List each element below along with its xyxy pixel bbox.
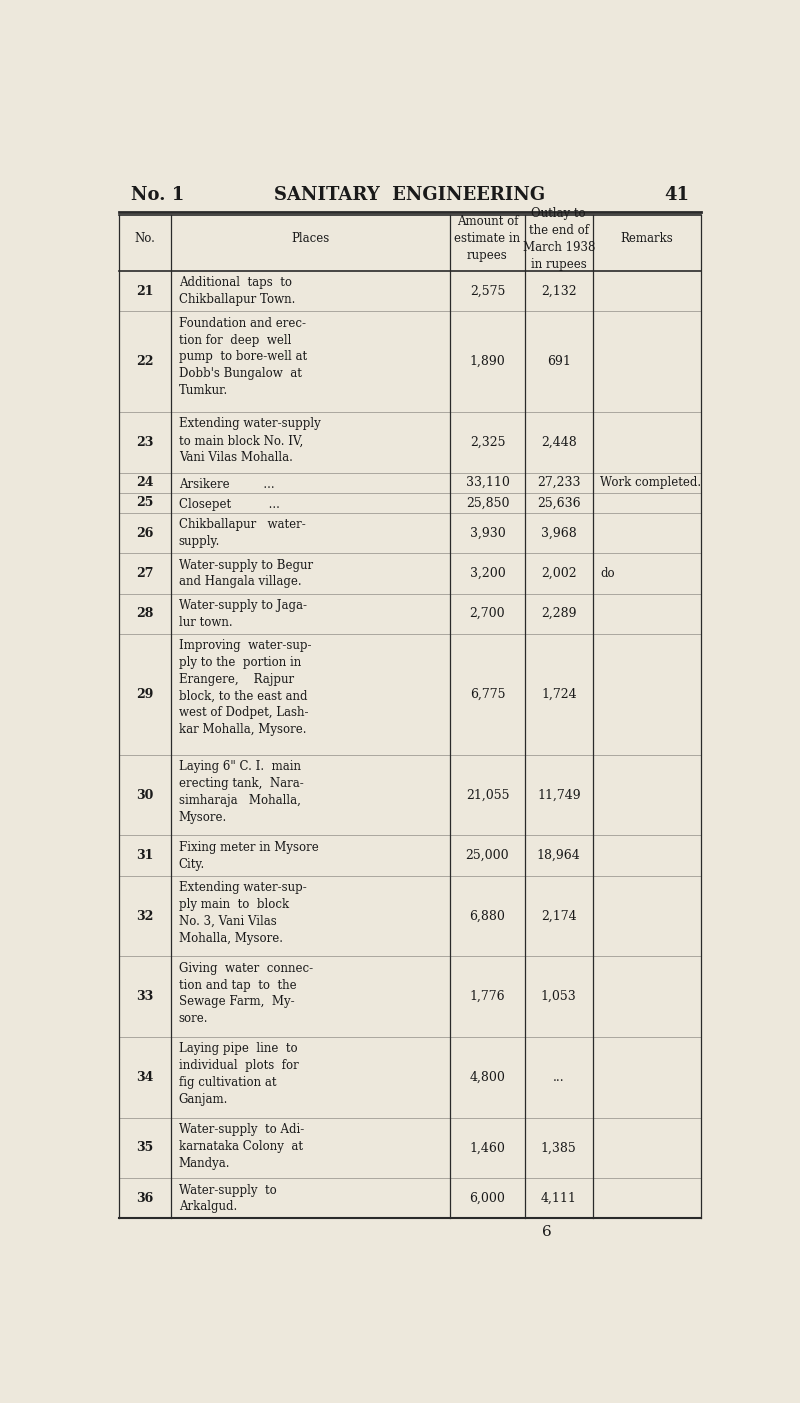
Text: Places: Places bbox=[292, 231, 330, 246]
Text: 2,174: 2,174 bbox=[541, 909, 577, 923]
Text: 23: 23 bbox=[136, 436, 154, 449]
Text: Extending water-sup-
ply main  to  block
No. 3, Vani Vilas
Mohalla, Mysore.: Extending water-sup- ply main to block N… bbox=[178, 881, 306, 944]
Text: 3,930: 3,930 bbox=[470, 526, 506, 540]
Text: 2,289: 2,289 bbox=[541, 607, 577, 620]
Text: 1,724: 1,724 bbox=[541, 687, 577, 702]
Text: Work completed.: Work completed. bbox=[600, 476, 702, 490]
Text: Remarks: Remarks bbox=[621, 231, 674, 246]
Text: 3,200: 3,200 bbox=[470, 567, 506, 579]
Text: Fixing meter in Mysore
City.: Fixing meter in Mysore City. bbox=[178, 840, 318, 871]
Text: 1,776: 1,776 bbox=[470, 991, 506, 1003]
Text: 6,880: 6,880 bbox=[470, 909, 506, 923]
Text: No. 1: No. 1 bbox=[131, 187, 184, 205]
Text: 33: 33 bbox=[136, 991, 154, 1003]
Text: Extending water-supply
to main block No. IV,
Vani Vilas Mohalla.: Extending water-supply to main block No.… bbox=[178, 418, 321, 464]
Text: 11,749: 11,749 bbox=[537, 788, 581, 801]
Text: Additional  taps  to
Chikballapur Town.: Additional taps to Chikballapur Town. bbox=[178, 276, 295, 306]
Text: Closepet          ...: Closepet ... bbox=[178, 498, 280, 511]
Text: No.: No. bbox=[134, 231, 155, 246]
Text: Outlay to
the end of
March 1938
in rupees: Outlay to the end of March 1938 in rupee… bbox=[522, 206, 595, 271]
Text: 1,460: 1,460 bbox=[470, 1142, 506, 1155]
Text: 6,000: 6,000 bbox=[470, 1191, 506, 1205]
Text: Amount of
estimate in
rupees: Amount of estimate in rupees bbox=[454, 215, 521, 262]
Text: 2,132: 2,132 bbox=[541, 285, 577, 297]
Text: do: do bbox=[600, 567, 615, 579]
Text: ...: ... bbox=[553, 1070, 565, 1083]
Text: 3,968: 3,968 bbox=[541, 526, 577, 540]
Text: 1,053: 1,053 bbox=[541, 991, 577, 1003]
Text: 32: 32 bbox=[136, 909, 154, 923]
Text: 2,700: 2,700 bbox=[470, 607, 506, 620]
Text: Improving  water-sup-
ply to the  portion in
Erangere,    Rajpur
block, to the e: Improving water-sup- ply to the portion … bbox=[178, 640, 311, 737]
Text: 24: 24 bbox=[136, 476, 154, 490]
Text: Chikballapur   water-
supply.: Chikballapur water- supply. bbox=[178, 518, 306, 549]
Text: 36: 36 bbox=[136, 1191, 154, 1205]
Text: Water-supply to Begur
and Hangala village.: Water-supply to Begur and Hangala villag… bbox=[178, 558, 313, 588]
Text: 1,890: 1,890 bbox=[470, 355, 506, 368]
Text: Water-supply  to Adi-
karnataka Colony  at
Mandya.: Water-supply to Adi- karnataka Colony at… bbox=[178, 1122, 304, 1170]
Text: 4,111: 4,111 bbox=[541, 1191, 577, 1205]
Text: 21,055: 21,055 bbox=[466, 788, 510, 801]
Text: Laying 6" C. I.  main
erecting tank,  Nara-
simharaja   Mohalla,
Mysore.: Laying 6" C. I. main erecting tank, Nara… bbox=[178, 760, 303, 824]
Text: 2,002: 2,002 bbox=[541, 567, 577, 579]
Text: 2,575: 2,575 bbox=[470, 285, 505, 297]
Text: 21: 21 bbox=[136, 285, 154, 297]
Text: 34: 34 bbox=[136, 1070, 154, 1083]
Text: Foundation and erec-
tion for  deep  well
pump  to bore-well at
Dobb's Bungalow : Foundation and erec- tion for deep well … bbox=[178, 317, 307, 397]
Text: 30: 30 bbox=[136, 788, 154, 801]
Text: Laying pipe  line  to
individual  plots  for
fig cultivation at
Ganjam.: Laying pipe line to individual plots for… bbox=[178, 1042, 298, 1106]
Text: Arsikere         ...: Arsikere ... bbox=[178, 478, 274, 491]
Text: 35: 35 bbox=[136, 1142, 154, 1155]
Text: 28: 28 bbox=[136, 607, 154, 620]
Text: 29: 29 bbox=[136, 687, 154, 702]
Text: 25,000: 25,000 bbox=[466, 849, 510, 861]
Text: 25,636: 25,636 bbox=[537, 497, 581, 509]
Text: 27,233: 27,233 bbox=[537, 476, 581, 490]
Text: 41: 41 bbox=[664, 187, 689, 205]
Text: 4,800: 4,800 bbox=[470, 1070, 506, 1083]
Text: 22: 22 bbox=[136, 355, 154, 368]
Text: 6,775: 6,775 bbox=[470, 687, 506, 702]
Text: 18,964: 18,964 bbox=[537, 849, 581, 861]
Text: 31: 31 bbox=[136, 849, 154, 861]
Text: Water-supply to Jaga-
lur town.: Water-supply to Jaga- lur town. bbox=[178, 599, 306, 629]
Text: 1,385: 1,385 bbox=[541, 1142, 577, 1155]
Text: 25,850: 25,850 bbox=[466, 497, 510, 509]
Text: 33,110: 33,110 bbox=[466, 476, 510, 490]
Text: 26: 26 bbox=[136, 526, 154, 540]
Text: 2,448: 2,448 bbox=[541, 436, 577, 449]
Text: Water-supply  to
Arkalgud.: Water-supply to Arkalgud. bbox=[178, 1184, 277, 1214]
Text: 25: 25 bbox=[136, 497, 154, 509]
Text: 2,325: 2,325 bbox=[470, 436, 506, 449]
Text: SANITARY  ENGINEERING: SANITARY ENGINEERING bbox=[274, 187, 546, 205]
Text: 6: 6 bbox=[542, 1225, 551, 1239]
Text: 691: 691 bbox=[547, 355, 570, 368]
Text: 27: 27 bbox=[136, 567, 154, 579]
Text: Giving  water  connec-
tion and tap  to  the
Sewage Farm,  My-
sore.: Giving water connec- tion and tap to the… bbox=[178, 962, 313, 1026]
